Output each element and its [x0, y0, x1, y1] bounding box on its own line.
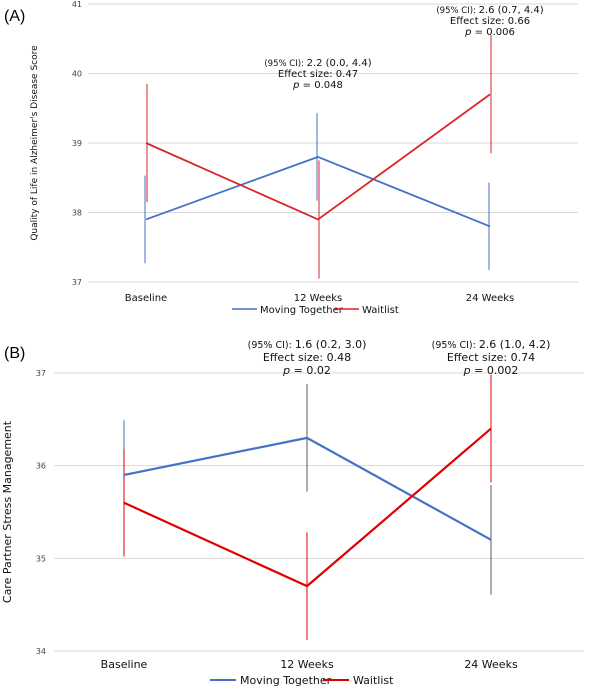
- y-axis-label: Quality of Life in Alzheimer's Disease S…: [30, 45, 40, 241]
- y-tick-label: 38: [72, 209, 82, 218]
- series-line-moving-together: [145, 155, 491, 228]
- annotation-p-value: p = 0.006: [464, 27, 515, 38]
- legend-label-waitlist: Waitlist: [362, 305, 399, 316]
- chart-panel-a: 37 38 39 40 41 (A) Quality of Life in Alzheime…: [4, 0, 578, 316]
- annotation-effect-size: Effect size: 0.66: [450, 16, 530, 27]
- x-tick-label: Baseline: [101, 658, 148, 671]
- x-tick-label: 24 Weeks: [466, 293, 515, 304]
- annotation-ci-value: 2.6 (0.7, 4.4): [479, 5, 544, 16]
- annotation-ci: (95% CI): 2.6 (1.0, 4.2): [432, 338, 551, 351]
- annotation-ci: (95% CI): 1.6 (0.2, 3.0): [248, 338, 367, 351]
- annotation-p-number: = 0.02: [294, 364, 331, 377]
- x-tick-label: 24 Weeks: [464, 658, 518, 671]
- panel-label: (A): [4, 8, 25, 25]
- annotation-ci: (95% CI): 2.6 (0.7, 4.4): [436, 5, 543, 16]
- x-tick-label: Baseline: [125, 293, 167, 304]
- y-tick-label: 34: [36, 647, 46, 656]
- legend-label-moving-together: Moving Together: [260, 305, 344, 316]
- annotation-effect-size: Effect size: 0.47: [278, 69, 358, 80]
- y-tick-label: 39: [72, 139, 82, 148]
- y-tick-label: 40: [72, 70, 82, 79]
- annotation-p-value: p = 0.02: [282, 364, 331, 377]
- x-tick-label: 12 Weeks: [280, 658, 334, 671]
- y-tick-label: 36: [36, 462, 46, 471]
- x-tick-label: 12 Weeks: [294, 293, 343, 304]
- legend-label-waitlist: Waitlist: [353, 674, 394, 687]
- annotation-p-number: = 0.006: [475, 27, 515, 38]
- annotation-effect-size: Effect size: 0.48: [263, 351, 351, 364]
- annotation-ci-prefix: (95% CI):: [264, 59, 306, 69]
- y-tick-label: 37: [72, 278, 82, 287]
- legend: Moving Together Waitlist: [232, 305, 399, 316]
- annotation-ci: (95% CI): 2.2 (0.0, 4.4): [264, 58, 371, 69]
- annotation-p-symbol: p: [463, 364, 474, 377]
- annotation-p-symbol: p: [282, 364, 293, 377]
- annotation-ci-value: 1.6 (0.2, 3.0): [295, 338, 367, 351]
- annotation-ci-value: 2.2 (0.0, 4.4): [307, 58, 372, 69]
- y-axis-label: Care Partner Stress Management: [1, 420, 14, 603]
- y-tick-label: 37: [36, 369, 46, 378]
- annotation-ci-prefix: (95% CI):: [436, 6, 478, 16]
- annotation-p-value: p = 0.002: [463, 364, 519, 377]
- panel-label: (B): [4, 345, 25, 362]
- y-tick-label: 41: [72, 0, 82, 9]
- annotation-p-number: = 0.048: [303, 80, 343, 91]
- annotation-p-number: = 0.002: [474, 364, 518, 377]
- annotation-ci-prefix: (95% CI):: [248, 340, 295, 351]
- annotation-ci-value: 2.6 (1.0, 4.2): [479, 338, 551, 351]
- annotation-p-symbol: p: [292, 80, 303, 91]
- annotation-p-symbol: p: [464, 27, 475, 38]
- chart-panel-b: 34 35 36 37 (B) Care Partner Stress Managemen…: [1, 338, 584, 687]
- annotation-ci-prefix: (95% CI):: [432, 340, 479, 351]
- y-tick-label: 35: [36, 554, 46, 563]
- annotation-effect-size: Effect size: 0.74: [447, 351, 535, 364]
- legend: Moving Together Waitlist: [210, 674, 394, 687]
- legend-label-moving-together: Moving Together: [240, 674, 332, 687]
- annotation-p-value: p = 0.048: [292, 80, 343, 91]
